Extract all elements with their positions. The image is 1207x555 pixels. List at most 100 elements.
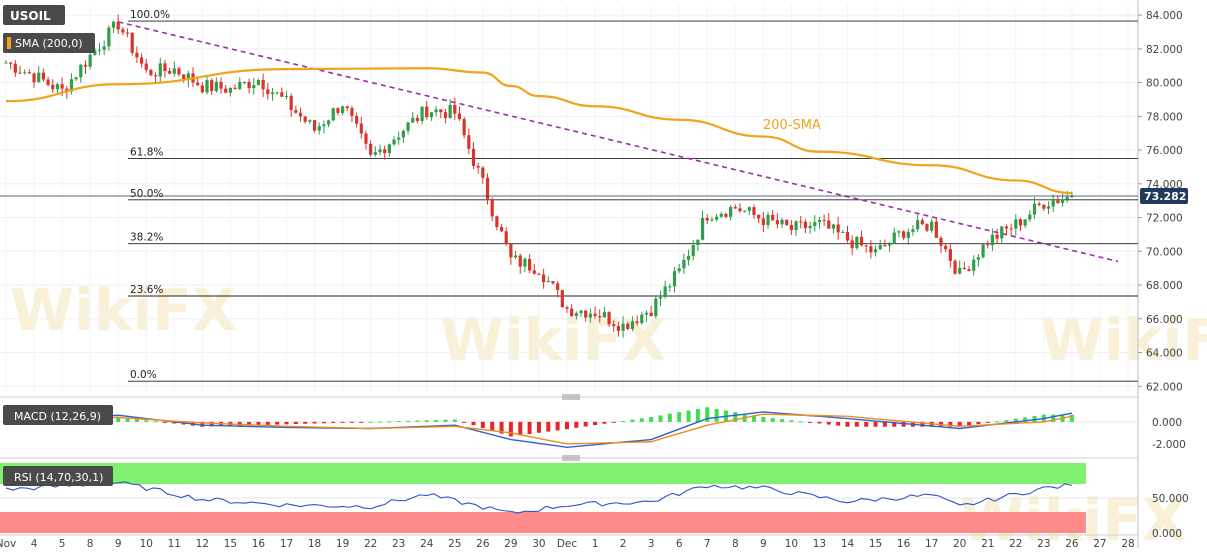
candle-body — [219, 81, 223, 89]
candle-body — [859, 236, 864, 246]
pane-separator-handle[interactable] — [0, 394, 1138, 400]
candle-body — [794, 221, 798, 230]
candle-body — [556, 283, 560, 290]
macd-histogram-bar — [798, 421, 803, 423]
macd-tick-label: -2.000 — [1152, 439, 1186, 451]
candle-body — [981, 244, 985, 258]
candle-body — [490, 200, 494, 217]
candle-body — [822, 219, 826, 221]
macd-line — [5, 411, 1073, 448]
candle-body — [808, 226, 812, 229]
macd-histogram-bar — [649, 417, 654, 422]
candle-body — [864, 245, 868, 247]
macd-histogram-bar — [621, 421, 626, 423]
macd-histogram-bar — [209, 421, 214, 427]
candle-body — [1060, 199, 1065, 203]
sma-200-line — [5, 67, 1072, 195]
candle-body — [892, 232, 896, 243]
macd-histogram-bar — [144, 420, 149, 422]
macd-histogram-bar — [378, 421, 382, 423]
rsi-axis: 50.000 0.000 — [1152, 493, 1189, 540]
candle-body — [958, 267, 962, 274]
current-price-tag-bg — [1140, 187, 1188, 204]
candle-body — [242, 81, 247, 83]
macd-histogram-bar — [920, 421, 925, 427]
candle-body — [990, 234, 995, 246]
candle-body — [326, 120, 331, 125]
macd-histogram-bar — [826, 421, 831, 425]
candle-body — [565, 307, 569, 309]
rsi-pane: 50.000 0.000 RSI (14,70,30,1) — [0, 463, 1189, 540]
time-tick-label: 8 — [87, 538, 94, 550]
candle-body — [289, 95, 293, 110]
trendline — [118, 21, 1119, 263]
time-tick-label: 17 — [280, 538, 293, 550]
candle-body — [46, 79, 50, 85]
macd-histogram-bar — [976, 421, 981, 425]
price-tick-label: 64.000 — [1146, 348, 1183, 360]
candle-body — [719, 213, 723, 217]
macd-histogram-bar — [686, 410, 691, 422]
time-tick-label: 25 — [448, 538, 461, 550]
macd-histogram-bar — [836, 421, 841, 426]
candle-body — [827, 220, 831, 229]
macd-histogram-bar — [406, 420, 411, 422]
time-tick-label: 8 — [732, 538, 739, 550]
candle-body — [462, 119, 466, 136]
macd-histogram-bar — [1013, 418, 1018, 422]
candle-body — [214, 81, 218, 92]
macd-histogram-bar — [695, 408, 700, 422]
macd-histogram-bar — [1032, 415, 1037, 422]
macd-histogram-bar — [265, 421, 270, 425]
pane-separator-handle-2[interactable] — [0, 455, 1138, 461]
candle-body — [654, 298, 658, 317]
candle-body — [341, 106, 345, 113]
candle-body — [743, 210, 747, 212]
price-grid — [0, 0, 1139, 548]
price-tick-label: 70.000 — [1146, 246, 1183, 258]
rsi-tick-label: 0.000 — [1152, 528, 1182, 540]
candle-body — [588, 313, 592, 318]
candle-body — [640, 314, 644, 324]
candle-body — [392, 139, 396, 145]
candle-body — [738, 208, 742, 212]
time-tick-label: 16 — [252, 538, 266, 550]
macd-histogram-bar — [434, 419, 439, 422]
macd-histogram-bar — [611, 421, 616, 423]
candle-body — [345, 106, 349, 109]
price-tick-label: 66.000 — [1146, 314, 1183, 326]
candle-body — [168, 71, 172, 74]
macd-histogram-bar — [471, 421, 476, 426]
macd-histogram-bar — [462, 421, 467, 423]
candle-body — [948, 249, 952, 261]
macd-histogram-bar — [948, 421, 953, 427]
watermark-text: WikiFX — [10, 276, 237, 344]
sma-legend-bg — [3, 33, 95, 53]
macd-histogram-bar — [499, 421, 504, 434]
candle-body — [448, 104, 452, 119]
candle-body — [177, 68, 181, 75]
candle-body — [939, 237, 943, 246]
candle-body — [1028, 214, 1032, 220]
candle-body — [228, 87, 232, 93]
candle-body — [635, 321, 639, 324]
time-tick-label: 26 — [476, 538, 490, 550]
macd-histogram-bar — [116, 417, 121, 422]
macd-histogram-bar — [995, 421, 1000, 423]
macd-histogram-bar — [443, 419, 448, 422]
time-tick-label: 22 — [364, 538, 377, 550]
macd-histogram-bar — [153, 421, 158, 423]
candle-body — [598, 316, 602, 318]
price-tick-label: 62.000 — [1146, 381, 1183, 393]
macd-legend-bg — [3, 405, 113, 425]
macd-histogram-bar — [864, 421, 869, 427]
candle-body — [513, 255, 518, 258]
time-tick-label: 26 — [1065, 538, 1079, 550]
candle-body — [1056, 200, 1060, 203]
candle-body — [210, 80, 214, 92]
candle-body — [439, 109, 443, 113]
candle-body — [930, 221, 934, 231]
macd-histogram-bar — [985, 421, 990, 423]
candle-body — [60, 84, 64, 89]
macd-histogram-bar — [396, 421, 401, 423]
